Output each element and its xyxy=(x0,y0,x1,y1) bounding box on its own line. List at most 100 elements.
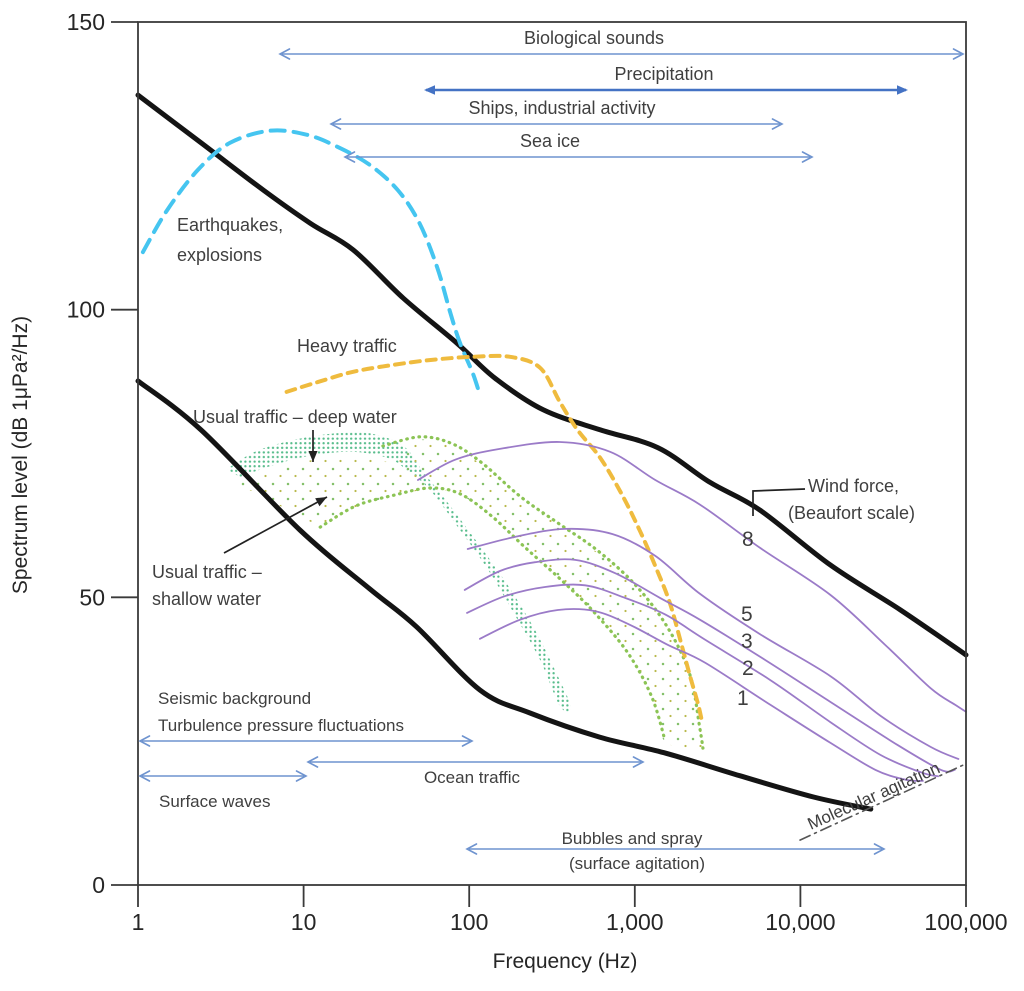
annotation-text: 8 xyxy=(742,528,754,551)
range-arrow-ships-industrial-activity: Ships, industrial activity xyxy=(329,98,784,130)
y-tick-label: 0 xyxy=(92,872,105,898)
annotation-surface-waves-label: Surface waves xyxy=(159,792,271,811)
annotation-text: explosions xyxy=(177,245,262,265)
annotation-text: Bubbles and spray xyxy=(562,829,703,848)
annotation-turbulence-label: Turbulence pressure fluctuations xyxy=(158,716,404,735)
arrowhead-icon xyxy=(138,770,151,782)
annotation-text: Usual traffic – xyxy=(152,562,262,582)
region-usual-traffic-deep-water xyxy=(226,432,572,712)
y-tick-label: 50 xyxy=(79,584,105,610)
annotation-text: Turbulence pressure fluctuations xyxy=(158,716,404,735)
range-arrow-seismic-turbulence-range xyxy=(138,735,474,747)
x-tick-label: 1,000 xyxy=(606,909,664,935)
noise-curves xyxy=(135,92,969,841)
curve-wind-beaufort-8 xyxy=(417,441,967,713)
arrowhead-icon xyxy=(465,843,478,855)
range-arrow-ocean-traffic-range xyxy=(306,756,645,768)
annotation-heavy-traffic-label: Heavy traffic xyxy=(297,336,397,356)
x-tick-label: 100 xyxy=(450,909,488,935)
annotation-text: Heavy traffic xyxy=(297,336,397,356)
arrowhead-icon xyxy=(295,770,308,782)
annotation-text: Ocean traffic xyxy=(424,768,521,787)
annotation-text: 3 xyxy=(741,630,753,653)
annotation-wind-label-3: 3 xyxy=(741,630,753,653)
curve-prevailing-noise-upper-limit xyxy=(135,92,969,658)
shallow-water-pointer xyxy=(223,496,328,554)
range-arrow-biological-sounds: Biological sounds xyxy=(278,28,965,60)
annotation-bubbles-spray-label: Bubbles and spray xyxy=(562,829,703,848)
arrowhead-icon xyxy=(632,756,645,768)
x-axis-title: Frequency (Hz) xyxy=(493,950,638,973)
annotation-text: Earthquakes, xyxy=(177,215,283,235)
arrowhead-icon xyxy=(952,48,965,60)
x-tick-label: 10,000 xyxy=(765,909,835,935)
annotation-wind-label-2: 2 xyxy=(742,657,754,680)
arrowhead-icon xyxy=(278,48,291,60)
curve-wind-beaufort-5 xyxy=(466,527,960,760)
arrowhead-icon xyxy=(138,735,151,747)
arrowhead-icon xyxy=(771,118,784,130)
annotation-seismic-background-label: Seismic background xyxy=(158,689,311,708)
arrowhead-icon xyxy=(424,85,435,95)
annotation-text: Seismic background xyxy=(158,689,311,708)
curve-heavy-traffic xyxy=(284,353,704,721)
curve-wind-beaufort-1 xyxy=(479,608,924,782)
plot-border xyxy=(137,21,967,886)
annotation-text: (surface agitation) xyxy=(569,854,705,873)
annotation-text: Surface waves xyxy=(159,792,271,811)
range-arrow-label: Ships, industrial activity xyxy=(468,98,655,118)
leader-line xyxy=(223,496,328,554)
range-arrow-surface-waves-range xyxy=(138,770,308,782)
curve-wind-beaufort-2 xyxy=(466,583,939,778)
arrowhead-icon xyxy=(315,497,327,507)
annotation-usual-traffic-shallow-label: Usual traffic – shallow water xyxy=(152,562,262,609)
arrowhead-icon xyxy=(329,118,342,130)
arrowhead-icon xyxy=(343,151,356,163)
y-tick-label: 100 xyxy=(67,297,105,323)
curve-molecular-agitation-line xyxy=(799,764,965,841)
arrowhead-icon xyxy=(873,843,886,855)
range-arrow-label: Sea ice xyxy=(520,131,580,151)
annotation-surface-agitation-label: (surface agitation) xyxy=(569,854,705,873)
annotation-wind-label-1: 1 xyxy=(737,687,749,710)
axes: 1 10 100 1,000 10,000 100,000 0 50 100 150 xyxy=(67,9,1008,935)
curve-prevailing-noise-lower-limit xyxy=(135,378,874,812)
arrowhead-icon xyxy=(306,756,319,768)
annotation-wind-label-5: 5 xyxy=(741,603,753,626)
leader-line xyxy=(752,488,806,516)
annotation-beaufort-scale-label: (Beaufort scale) xyxy=(788,503,915,523)
leader-lines xyxy=(223,430,806,554)
arrowhead-icon xyxy=(461,735,474,747)
curve-wind-beaufort-3 xyxy=(463,558,956,773)
annotation-text: 2 xyxy=(742,657,754,680)
annotation-ocean-traffic-label: Ocean traffic xyxy=(424,768,521,787)
annotation-text: 1 xyxy=(737,687,749,710)
annotation-usual-traffic-deep-label: Usual traffic – deep water xyxy=(193,407,397,427)
annotation-earthquakes-label: Earthquakes, explosions xyxy=(177,215,283,265)
deep-water-pointer xyxy=(308,430,318,462)
range-arrow-label: Biological sounds xyxy=(524,28,664,48)
x-tick-label: 100,000 xyxy=(924,909,1007,935)
curve-earthquakes-explosions xyxy=(140,128,482,397)
y-axis-title: Spectrum level (dB 1μPa²/Hz) xyxy=(9,316,32,594)
annotation-wind-force-label: Wind force, xyxy=(808,476,899,496)
arrowhead-icon xyxy=(308,451,318,462)
range-arrow-bubbles-spray-range xyxy=(465,843,886,855)
frequency-range-arrows: Biological sounds Precipitation Ships, ind… xyxy=(138,28,965,855)
annotation-text: 5 xyxy=(741,603,753,626)
y-tick-label: 150 xyxy=(67,9,105,35)
arrowhead-icon xyxy=(801,151,814,163)
annotation-wind-label-8: 8 xyxy=(742,528,754,551)
range-arrow-precipitation: Precipitation xyxy=(424,64,908,95)
x-tick-label: 1 xyxy=(132,909,145,935)
range-arrow-label: Precipitation xyxy=(614,64,713,84)
x-tick-label: 10 xyxy=(291,909,317,935)
annotation-text: Usual traffic – deep water xyxy=(193,407,397,427)
wind-force-bracket xyxy=(752,488,806,516)
range-arrow-sea-ice: Sea ice xyxy=(343,131,814,163)
annotation-text: shallow water xyxy=(152,589,261,609)
annotation-text: Wind force, xyxy=(808,476,899,496)
arrowhead-icon xyxy=(897,85,908,95)
